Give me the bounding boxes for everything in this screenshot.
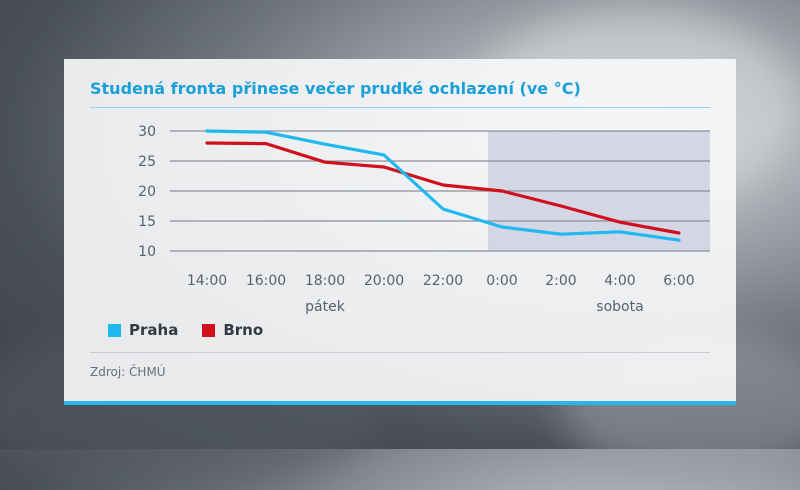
- day-label: sobota: [596, 299, 643, 315]
- legend-swatch-praha: [108, 323, 121, 337]
- series-line-praha: [205, 129, 681, 242]
- x-tick-label: 22:00: [423, 273, 463, 289]
- day-label: pátek: [305, 299, 346, 315]
- y-tick-label: 15: [138, 214, 156, 230]
- legend-swatch-brno: [202, 323, 216, 337]
- x-tick-label: 6:00: [663, 273, 694, 289]
- x-tick-label: 2:00: [545, 273, 576, 289]
- x-tick-label: 0:00: [486, 273, 517, 289]
- legend: Praha Brno: [108, 321, 263, 339]
- x-tick-label: 14:00: [187, 273, 227, 289]
- source-note: Zdroj: ČHMÚ: [90, 365, 166, 379]
- x-tick-label: 16:00: [246, 273, 286, 289]
- line-chart: 10 15 20 25 30 14:00 16:00 18:00 20:00 22:00 0:00 2…: [138, 124, 710, 315]
- legend-label-praha: Praha: [129, 321, 179, 339]
- y-tick-label: 20: [138, 184, 156, 200]
- x-tick-label: 18:00: [305, 273, 345, 289]
- legend-item-praha: Praha: [108, 321, 178, 339]
- y-tick-label: 10: [138, 244, 156, 260]
- title-divider: [90, 107, 710, 108]
- legend-item-brno: Brno: [202, 321, 263, 339]
- chart-title: Studená fronta přinese večer prudké ochl…: [90, 79, 581, 98]
- bottom-divider: [90, 352, 710, 353]
- legend-label-brno: Brno: [223, 321, 264, 339]
- chart-panel: Studená fronta přinese večer prudké ochl…: [64, 59, 736, 405]
- x-tick-label: 4:00: [604, 273, 635, 289]
- y-tick-label: 30: [138, 124, 156, 140]
- y-tick-label: 25: [138, 154, 156, 170]
- series-line-brno: [205, 141, 681, 235]
- x-tick-label: 20:00: [364, 273, 404, 289]
